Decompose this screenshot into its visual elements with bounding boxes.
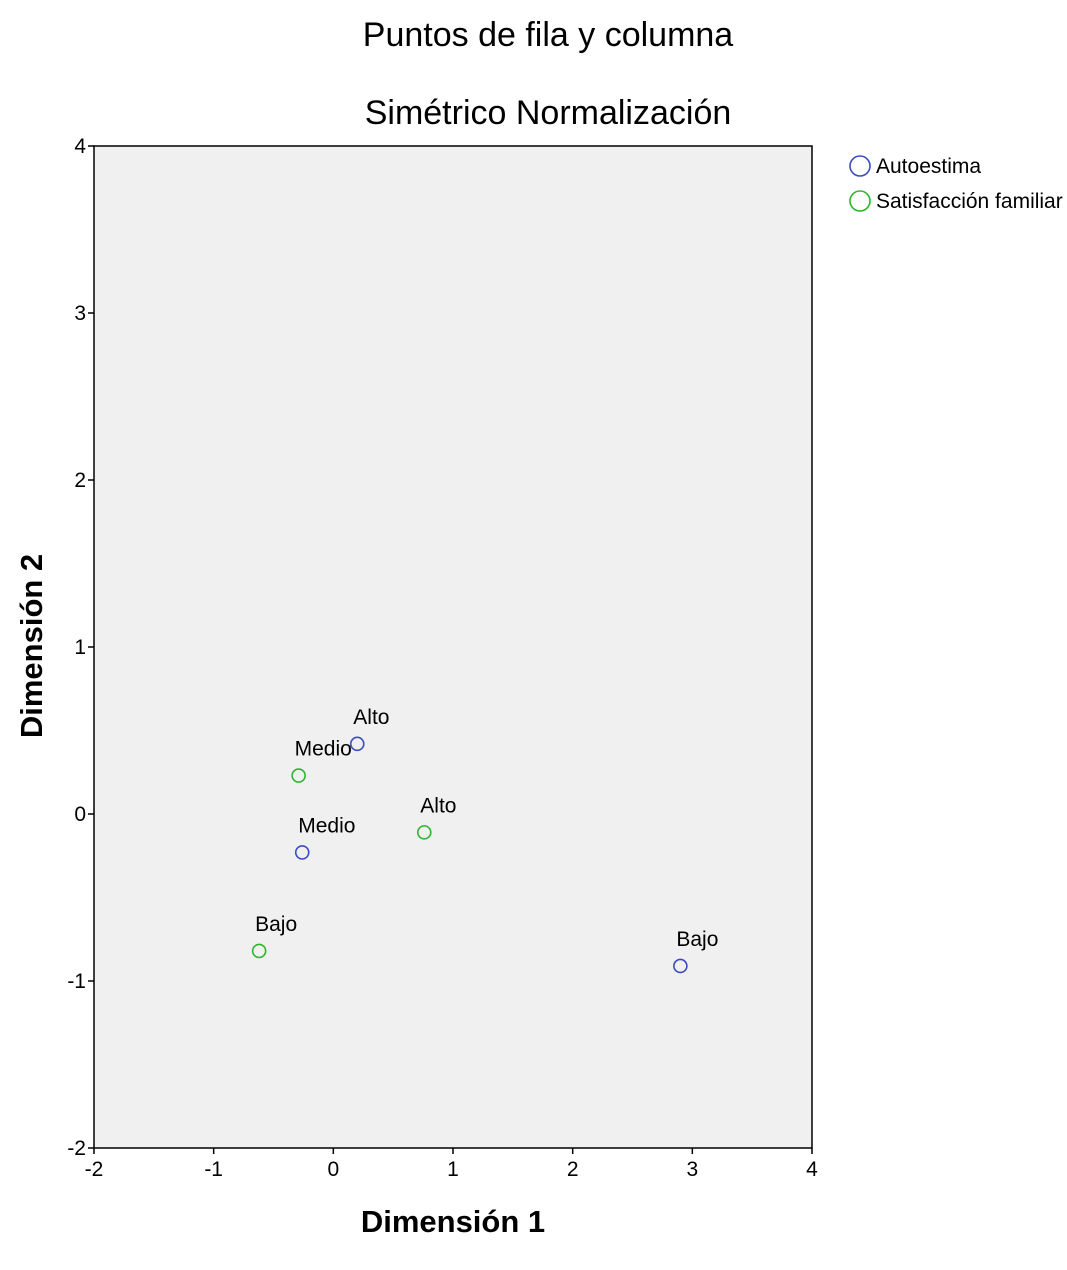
point-label: Alto xyxy=(353,706,389,729)
x-tick-label: 1 xyxy=(447,1158,459,1181)
y-tick-label: 1 xyxy=(74,636,86,659)
x-tick-label: 0 xyxy=(327,1158,339,1181)
y-tick-label: 3 xyxy=(74,302,86,325)
legend-label: Autoestima xyxy=(876,155,981,178)
data-point xyxy=(291,768,306,783)
legend-marker xyxy=(849,155,871,177)
y-axis-title: Dimensión 2 xyxy=(14,554,49,738)
x-tick-label: 2 xyxy=(567,1158,579,1181)
point-label: Bajo xyxy=(255,913,297,936)
y-tick-label: 2 xyxy=(74,469,86,492)
data-point xyxy=(673,958,688,974)
x-tick-label: -1 xyxy=(204,1158,223,1181)
point-label: Medio xyxy=(298,814,355,837)
legend-marker xyxy=(849,190,871,212)
legend: Autoestima Satisfacción familiar xyxy=(849,155,1063,213)
legend-label: Satisfacción familiar xyxy=(876,190,1063,213)
y-tick-label: 4 xyxy=(74,135,86,158)
x-tick-label: 4 xyxy=(806,1158,818,1181)
chart-title: Puntos de fila y columna xyxy=(363,16,734,54)
y-tick-label: 0 xyxy=(74,803,86,826)
point-label: Medio xyxy=(295,738,352,761)
point-label: Alto xyxy=(420,794,456,817)
data-point xyxy=(251,943,267,959)
x-axis-title: Dimensión 1 xyxy=(361,1204,545,1239)
x-axis-ticks: -2 -1 0 1 2 3 4 xyxy=(85,1148,818,1181)
chart-subtitle: Simétrico Normalización xyxy=(365,94,732,132)
plot-area xyxy=(93,145,813,1149)
data-point xyxy=(294,845,310,860)
y-axis-ticks: -2 -1 0 1 2 3 4 xyxy=(67,135,94,1160)
y-tick-label: -1 xyxy=(67,970,86,993)
x-tick-label: -2 xyxy=(85,1158,104,1181)
y-tick-label: -2 xyxy=(67,1137,86,1160)
data-point xyxy=(349,736,365,752)
point-label: Bajo xyxy=(676,928,718,951)
data-point xyxy=(416,825,432,840)
x-tick-label: 3 xyxy=(686,1158,698,1181)
